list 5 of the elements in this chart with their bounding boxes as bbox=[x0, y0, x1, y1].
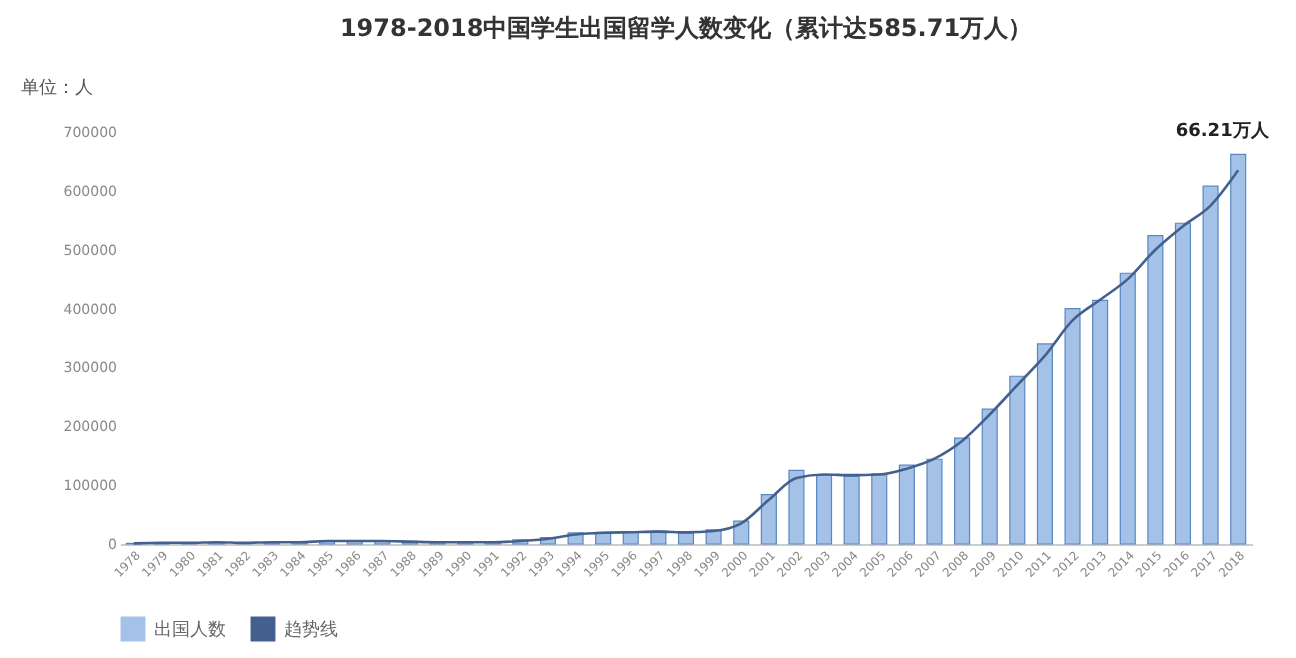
chart-title: 1978-2018中国学生出国留学人数变化（累计达585.71万人） bbox=[339, 14, 1033, 42]
legend-label: 出国人数 bbox=[154, 619, 226, 642]
annotation: 66.21万人 bbox=[1175, 120, 1271, 143]
legend-label: 趋势线 bbox=[284, 619, 338, 642]
y-axis-title: 单位：人 bbox=[21, 77, 93, 99]
